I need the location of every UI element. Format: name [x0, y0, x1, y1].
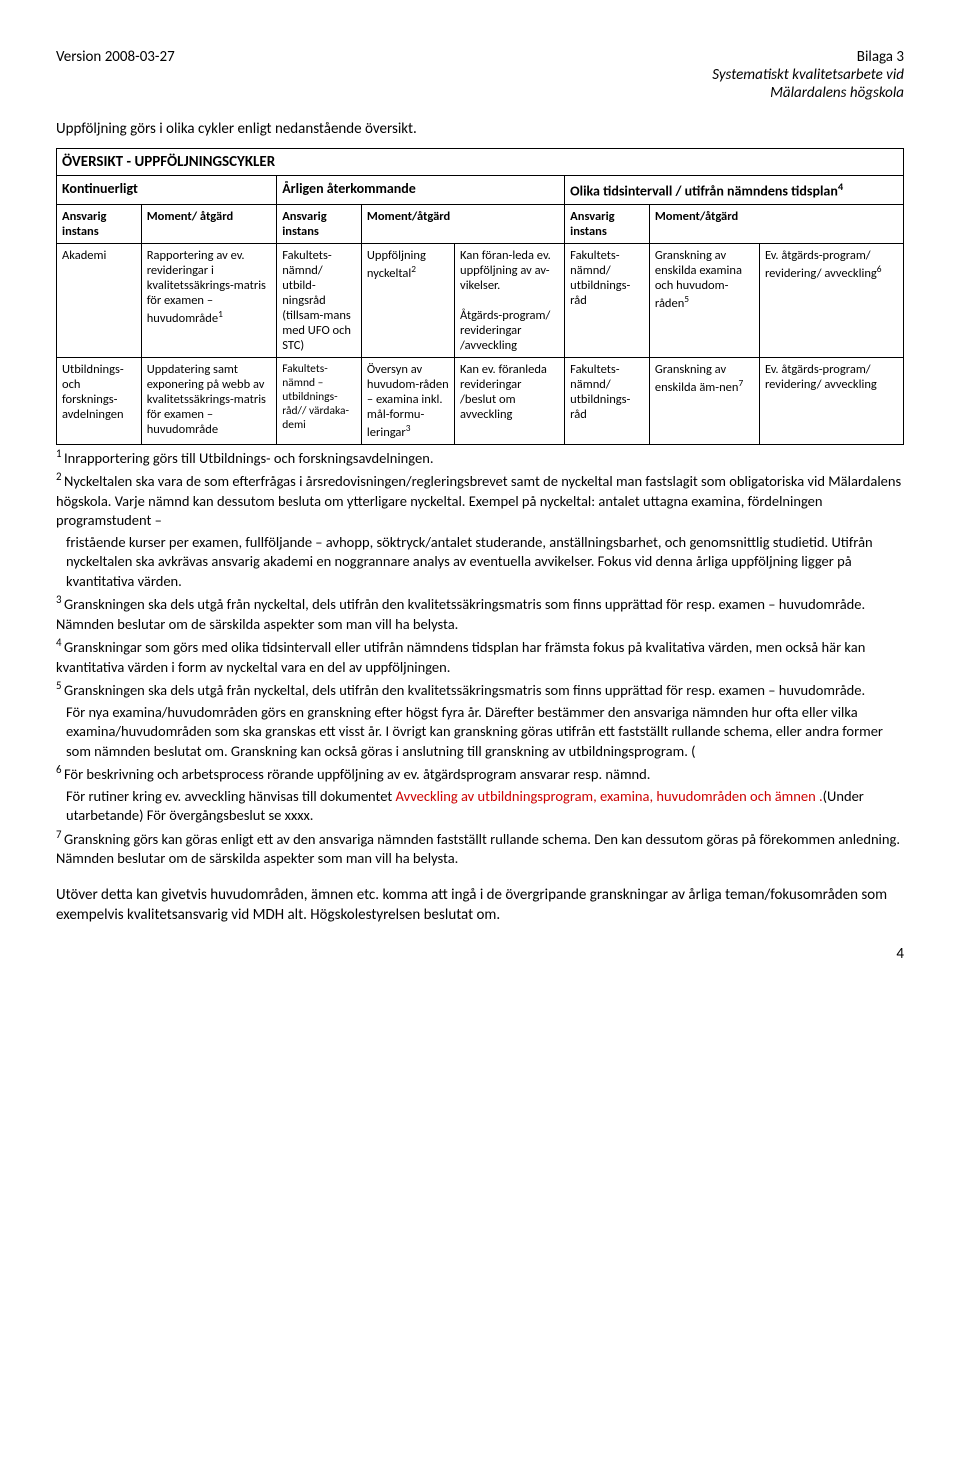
header-right: Bilaga 3 Systematiskt kvalitetsarbete vi…	[712, 48, 904, 102]
col-header-1: Ansvarig instans	[57, 204, 142, 243]
col-header-4: Moment/åtgärd	[361, 204, 564, 243]
table-row: Akademi Rapportering av ev. revideringar…	[57, 243, 904, 357]
cell-r2-c5: Fakultets-nämnd/ utbildnings-råd	[565, 357, 650, 444]
footnote-6b: För rutiner kring ev. avveckling hänvisa…	[56, 787, 904, 826]
footnote-4: 4 Granskningar som görs med olika tidsin…	[56, 636, 904, 677]
overview-table: ÖVERSIKT - UPPFÖLJNINGSCYKLER Kontinuerl…	[56, 148, 904, 445]
cell-r1-c6b-sup: 6	[877, 263, 882, 275]
footnote-5a: 5 Granskningen ska dels utgå från nyckel…	[56, 679, 904, 700]
footnote-3-text: Granskningen ska dels utgå från nyckelta…	[56, 595, 865, 633]
cell-r1-c4a-sup: 2	[411, 263, 416, 275]
cell-r2-c6a-text: Granskning av enskilda äm-nen	[655, 362, 739, 395]
footnote-6b-red: Avveckling av utbildningsprogram, examin…	[396, 787, 823, 805]
footnote-2a: 2 Nyckeltalen ska vara de som efterfråga…	[56, 470, 904, 531]
footnote-1-text: Inrapportering görs till Utbildnings- oc…	[64, 449, 434, 467]
footnote-6b-pre: För rutiner kring ev. avveckling hänvisa…	[66, 787, 396, 805]
cell-r1-c1: Akademi	[57, 243, 142, 357]
cell-r1-c2-text: Rapportering av ev. revideringar i kvali…	[147, 248, 266, 326]
footnote-4-text: Granskningar som görs med olika tidsinte…	[56, 638, 865, 676]
cell-r1-c4b: Kan föran-leda ev. uppföljning av av-vik…	[455, 243, 565, 357]
table-row: Utbildnings- och forsknings-avdelningen …	[57, 357, 904, 444]
cell-r2-c4b: Kan ev. föranleda revideringar /beslut o…	[455, 357, 565, 444]
group-header-1: Kontinuerligt	[57, 176, 277, 205]
cell-r1-c3: Fakultets-nämnd/ utbild-ningsråd (tillsa…	[277, 243, 362, 357]
group-header-3-text: Olika tidsintervall / utifrån nämndens t…	[570, 183, 838, 200]
col-header-5: Ansvarig instans	[565, 204, 650, 243]
footnote-1: 1 Inrapportering görs till Utbildnings- …	[56, 447, 904, 468]
cell-r2-c1: Utbildnings- och forsknings-avdelningen	[57, 357, 142, 444]
footnote-6a: 6 För beskrivning och arbetsprocess röra…	[56, 763, 904, 784]
footnote-7: 7 Granskning görs kan göras enligt ett a…	[56, 828, 904, 869]
document-page: Version 2008-03-27 Bilaga 3 Systematiskt…	[0, 0, 960, 1003]
cell-r2-c4a-sup: 3	[406, 422, 411, 434]
footnotes: 1 Inrapportering görs till Utbildnings- …	[56, 447, 904, 869]
col-header-2: Moment/ åtgärd	[141, 204, 277, 243]
group-header-3-sup: 4	[838, 180, 843, 193]
footnote-6a-text: För beskrivning och arbetsprocess rörand…	[64, 765, 650, 783]
cell-r2-c3: Fakultets-nämnd – utbildnings-råd// värd…	[277, 357, 362, 444]
cell-r1-c5: Fakultets-nämnd/ utbildnings-råd	[565, 243, 650, 357]
intro-text: Uppföljning görs i olika cykler enligt n…	[56, 120, 904, 138]
cell-r1-c4a: Uppföljning nyckeltal2	[361, 243, 454, 357]
header-subtitle-1: Systematiskt kvalitetsarbete vid	[712, 66, 904, 84]
footnote-5b: För nya examina/huvudområden görs en gra…	[56, 703, 904, 762]
header-version: Version 2008-03-27	[56, 48, 175, 66]
cell-r1-c4a-text: Uppföljning nyckeltal	[367, 248, 426, 281]
footnote-2b: fristående kurser per examen, fullföljan…	[56, 533, 904, 592]
footnote-5a-text: Granskningen ska dels utgå från nyckelta…	[64, 681, 865, 699]
cell-r1-c2: Rapportering av ev. revideringar i kvali…	[141, 243, 277, 357]
group-header-2: Årligen återkommande	[277, 176, 565, 205]
cell-r1-c6a-sup: 5	[684, 293, 689, 305]
cell-r1-c6b-text: Ev. åtgärds-program/ revidering/ avveckl…	[765, 248, 877, 281]
cell-r1-c2-sup: 1	[218, 308, 223, 320]
col-header-3: Ansvarig instans	[277, 204, 362, 243]
table-title: ÖVERSIKT - UPPFÖLJNINGSCYKLER	[57, 149, 904, 176]
cell-r2-c4a: Översyn av huvudom-råden – examina inkl.…	[361, 357, 454, 444]
cell-r2-c6a: Granskning av enskilda äm-nen7	[649, 357, 759, 444]
cell-r1-c6a: Granskning av enskilda examina och huvud…	[649, 243, 759, 357]
page-number: 4	[56, 945, 904, 963]
col-header-6: Moment/åtgärd	[649, 204, 903, 243]
group-header-3: Olika tidsintervall / utifrån nämndens t…	[565, 176, 904, 205]
page-header: Version 2008-03-27 Bilaga 3 Systematiskt…	[56, 48, 904, 102]
footnote-3: 3 Granskningen ska dels utgå från nyckel…	[56, 593, 904, 634]
cell-r1-c6b: Ev. åtgärds-program/ revidering/ avveckl…	[759, 243, 903, 357]
header-subtitle-2: Mälardalens högskola	[712, 84, 904, 102]
footnote-7-text: Granskning görs kan göras enligt ett av …	[56, 830, 900, 868]
footnote-2a-text: Nyckeltalen ska vara de som efterfrågas …	[56, 472, 901, 529]
closing-paragraph: Utöver detta kan givetvis huvudområden, …	[56, 885, 904, 926]
header-bilaga: Bilaga 3	[712, 48, 904, 66]
cell-r2-c2: Uppdatering samt exponering på webb av k…	[141, 357, 277, 444]
cell-r2-c6a-sup: 7	[738, 377, 743, 389]
cell-r2-c6b: Ev. åtgärds-program/ revidering/ avveckl…	[759, 357, 903, 444]
cell-r1-c6a-text: Granskning av enskilda examina och huvud…	[655, 248, 742, 311]
